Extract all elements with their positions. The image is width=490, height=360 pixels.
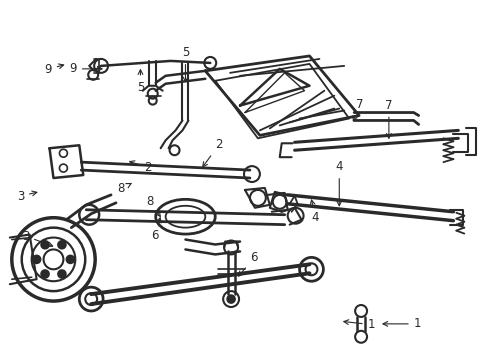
- Text: 4: 4: [336, 160, 343, 206]
- Text: 5: 5: [137, 70, 144, 94]
- Text: 6: 6: [239, 251, 257, 276]
- Text: 9: 9: [70, 62, 102, 75]
- Text: 6: 6: [151, 218, 161, 242]
- Text: 9: 9: [44, 63, 64, 76]
- Text: 7: 7: [353, 99, 363, 121]
- Text: 5: 5: [182, 46, 189, 82]
- Text: 7: 7: [385, 99, 392, 138]
- Circle shape: [58, 270, 66, 278]
- Text: 2: 2: [130, 161, 151, 174]
- Circle shape: [227, 295, 235, 303]
- Circle shape: [66, 255, 74, 264]
- Text: 4: 4: [310, 200, 319, 224]
- Circle shape: [58, 241, 66, 249]
- Text: 1: 1: [383, 318, 421, 330]
- Text: 3: 3: [17, 190, 37, 203]
- Text: 2: 2: [203, 138, 223, 167]
- Circle shape: [41, 241, 49, 249]
- Text: 8: 8: [117, 183, 131, 195]
- Text: 8: 8: [146, 195, 160, 216]
- Text: 1: 1: [344, 318, 375, 331]
- Circle shape: [33, 255, 41, 264]
- Circle shape: [41, 270, 49, 278]
- Text: 3: 3: [22, 230, 53, 247]
